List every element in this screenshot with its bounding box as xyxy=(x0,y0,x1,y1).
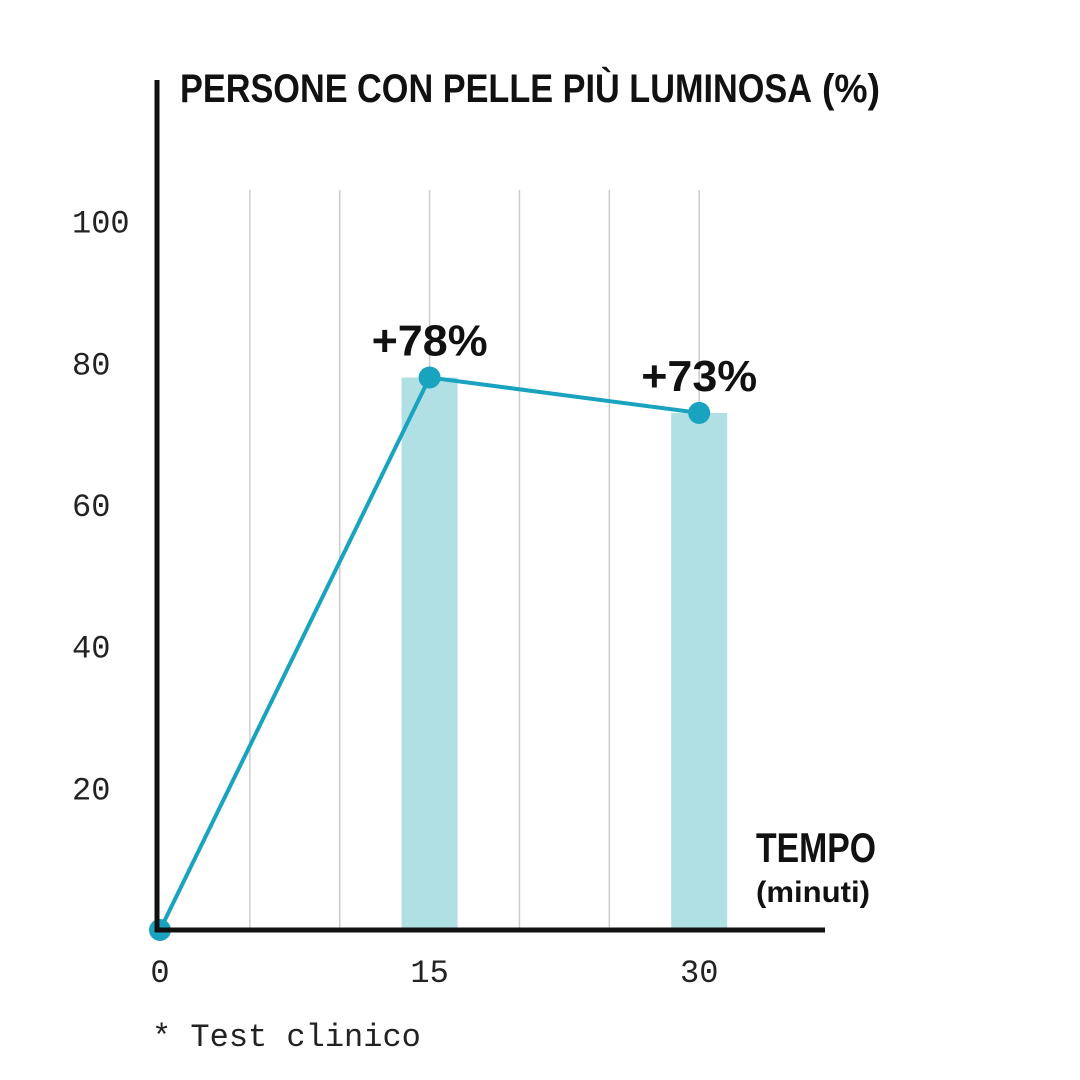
y-tick-label: 80 xyxy=(72,347,110,384)
y-tick-label: 20 xyxy=(72,772,110,809)
x-tick-label: 15 xyxy=(410,955,448,992)
footnote: * Test clinico xyxy=(152,1019,421,1056)
y-tick-label: 60 xyxy=(72,489,110,526)
title-unit: (%) xyxy=(822,67,880,111)
chart-title: PERSONE CON PELLE PIÙ LUMINOSA xyxy=(180,65,812,111)
x-tick-label: 0 xyxy=(150,955,169,992)
point xyxy=(688,401,711,424)
bar xyxy=(401,377,458,930)
x-axis-unit: (minuti) xyxy=(756,876,870,909)
y-tick-label: 100 xyxy=(72,206,130,243)
data-label: +78% xyxy=(372,317,488,366)
x-tick-label: 30 xyxy=(680,955,718,992)
data-label: +73% xyxy=(641,352,757,401)
bar xyxy=(671,412,728,931)
x-axis-label: TEMPO xyxy=(756,824,876,871)
y-tick-label: 40 xyxy=(72,631,110,668)
point xyxy=(418,366,441,389)
